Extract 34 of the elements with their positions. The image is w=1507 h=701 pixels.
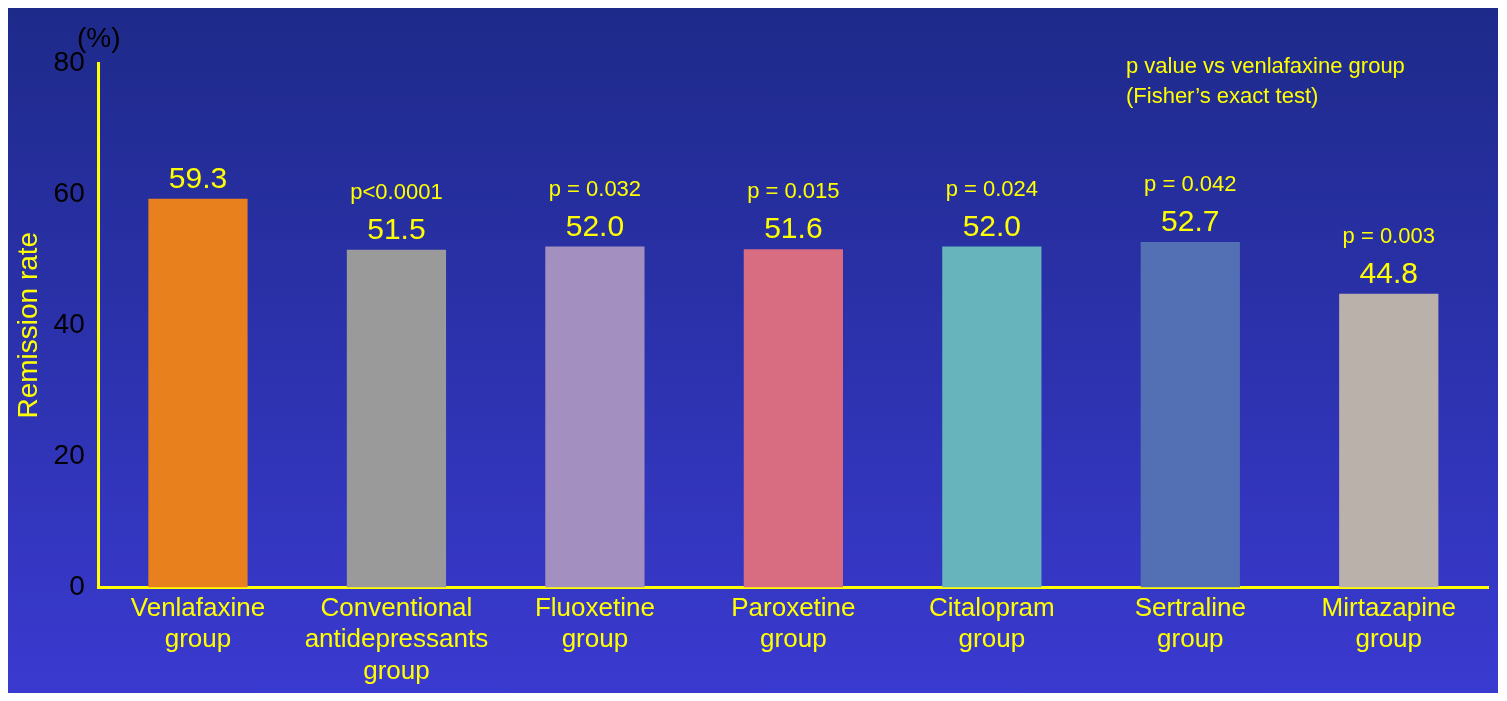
data-label: 59.3 — [168, 160, 228, 194]
x-tick-label: Citalopram group — [928, 592, 1055, 654]
bar — [1140, 241, 1240, 588]
data-label: 52.0 — [962, 208, 1022, 242]
data-label: 51.6 — [764, 211, 823, 245]
x-tick-label: Conventional antidepressants group — [304, 592, 489, 685]
x-tick-label: Fluoxetine group — [534, 592, 655, 654]
bar — [346, 249, 447, 588]
data-label: 52.0 — [565, 208, 625, 242]
x-tick-label: Paroxetine group — [731, 592, 856, 654]
y-tick-label: 40 — [53, 307, 85, 339]
annotation: p = 0.032 — [548, 175, 642, 201]
annotation: p = 0.003 — [1342, 222, 1435, 248]
bar — [148, 198, 248, 588]
y-axis-title: Remission rate — [11, 231, 43, 419]
x-tick-label: Venlafaxine group — [130, 592, 266, 654]
annotation: p = 0.024 — [945, 175, 1039, 201]
x-tick-label: Mirtazapine group — [1321, 592, 1456, 654]
bar — [743, 249, 843, 588]
y-tick-label: 60 — [53, 176, 85, 208]
annotation: p = 0.042 — [1144, 171, 1237, 197]
y-tick-label: 20 — [53, 439, 85, 471]
annotation: p = 0.015 — [747, 178, 840, 204]
data-label: 44.8 — [1359, 256, 1418, 289]
y-tick-label: 0 — [69, 570, 85, 602]
annotation: p value vs venlafaxine group — [1126, 53, 1405, 79]
data-label: 51.5 — [367, 212, 426, 246]
bar — [1339, 293, 1439, 588]
bar — [545, 246, 645, 588]
x-tick-label: Sertraline group — [1134, 592, 1246, 654]
annotation: (Fisher’s exact test) — [1126, 83, 1319, 109]
annotation: p<0.0001 — [350, 178, 443, 204]
data-label: 52.7 — [1161, 204, 1220, 238]
bar — [942, 246, 1042, 588]
